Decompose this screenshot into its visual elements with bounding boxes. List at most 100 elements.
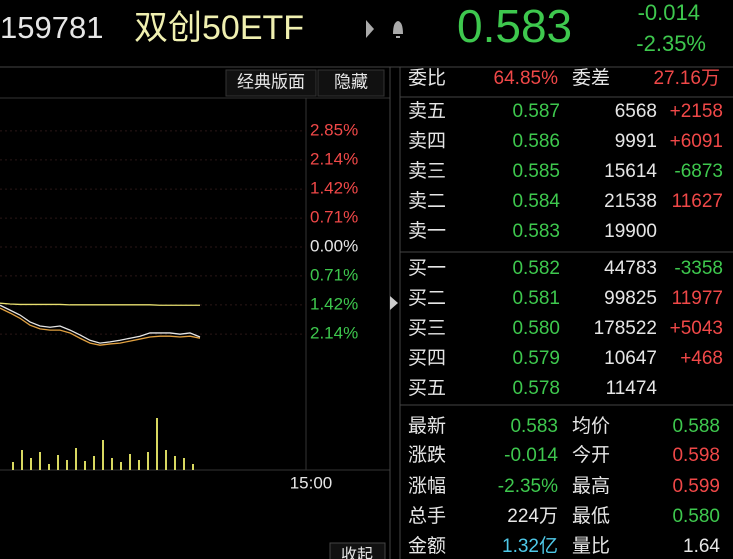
stat-label: 涨幅 <box>408 475 446 497</box>
level-price: 0.585 <box>512 161 560 182</box>
diff: 27.16万 <box>653 68 720 89</box>
volume-bar <box>48 464 50 470</box>
stock-code: 159781 <box>0 10 103 45</box>
level-volume: 178522 <box>594 318 657 339</box>
level-label: 卖二 <box>408 190 446 212</box>
diff-label: 委差 <box>572 67 610 89</box>
volume-bar <box>147 452 149 470</box>
volume-bar <box>93 456 95 470</box>
level-change: +6091 <box>670 131 723 152</box>
volume-bar <box>129 454 131 470</box>
y-tick-label: 0.71% <box>310 208 358 227</box>
volume-bar <box>21 450 23 470</box>
stat-label: 最高 <box>572 475 610 497</box>
level-price: 0.586 <box>512 131 560 152</box>
level-price: 0.584 <box>512 191 560 212</box>
price-line <box>0 302 200 306</box>
layout-button-label[interactable]: 经典版面 <box>237 72 305 91</box>
stat-value: 224万 <box>507 506 558 527</box>
volume-bar <box>156 418 158 470</box>
time-label: 15:00 <box>290 473 333 492</box>
stat-label: 总手 <box>408 505 446 527</box>
level-price: 0.587 <box>512 101 560 122</box>
stat-label: 今开 <box>572 444 610 466</box>
level-price: 0.580 <box>512 318 560 339</box>
hide-button[interactable] <box>317 69 385 97</box>
layout-button[interactable] <box>225 69 317 97</box>
stat-value: 1.64 <box>683 536 720 557</box>
stat-value: -2.35% <box>498 476 558 497</box>
level-volume: 9991 <box>615 131 657 152</box>
level-volume: 11474 <box>606 378 658 399</box>
y-tick-label: 2.14% <box>310 324 358 343</box>
level-price: 0.578 <box>512 378 560 399</box>
level-change: -3358 <box>674 258 723 279</box>
y-tick-label: 2.85% <box>310 120 358 139</box>
hide-button-label[interactable]: 隐藏 <box>334 72 368 91</box>
y-tick-label: 1.42% <box>310 179 358 198</box>
level-price: 0.582 <box>512 258 560 279</box>
y-tick-label: 0.00% <box>310 236 358 255</box>
level-price: 0.579 <box>512 348 560 369</box>
level-label: 买一 <box>408 258 446 279</box>
stat-value: 1.32亿 <box>502 535 558 557</box>
volume-bar <box>102 440 104 470</box>
level-change: -6873 <box>674 161 723 182</box>
volume-bar <box>57 455 59 470</box>
stat-label: 最低 <box>572 505 610 527</box>
stat-label: 量比 <box>572 535 610 557</box>
level-change: +2158 <box>670 101 723 122</box>
level-change: 11627 <box>672 191 723 212</box>
level-price: 0.583 <box>512 221 560 242</box>
change-pct: -2.35% <box>636 31 706 56</box>
level-volume: 44783 <box>604 258 657 279</box>
collapse-button[interactable] <box>329 542 386 559</box>
level-volume: 10647 <box>604 348 657 369</box>
stat-value: 0.588 <box>672 416 720 437</box>
y-tick-label: 0.71% <box>310 265 358 284</box>
collapse-label[interactable]: 收起 <box>341 546 373 559</box>
stock-name: 双创50ETF <box>134 9 304 47</box>
stat-value: 0.580 <box>672 506 720 527</box>
level-label: 卖一 <box>408 220 446 242</box>
next-arrow[interactable] <box>366 20 374 38</box>
level-change: +468 <box>680 348 723 369</box>
ratio: 64.85% <box>494 68 559 89</box>
level-volume: 19900 <box>604 221 657 242</box>
level-label: 买二 <box>408 288 446 309</box>
level-label: 卖五 <box>408 100 446 122</box>
stat-label: 均价 <box>572 415 610 437</box>
level-label: 买三 <box>408 318 446 339</box>
volume-bar <box>174 456 176 470</box>
level-label: 买四 <box>408 348 446 369</box>
stat-value: 0.598 <box>672 445 720 466</box>
alert-bell[interactable] <box>393 21 403 38</box>
volume-bar <box>30 458 32 470</box>
stat-value: 0.599 <box>672 476 720 497</box>
change: -0.014 <box>638 0 700 25</box>
expand-arrow[interactable] <box>390 296 398 310</box>
volume-bar <box>84 461 86 470</box>
volume-bar <box>66 460 68 470</box>
volume-bar <box>12 462 14 470</box>
ratio-label: 委比 <box>408 67 446 89</box>
volume-bar <box>120 462 122 470</box>
volume-bar <box>39 452 41 470</box>
last-price: 0.583 <box>457 0 572 52</box>
level-price: 0.581 <box>512 288 560 309</box>
price-line <box>0 307 201 346</box>
stat-label: 涨跌 <box>408 444 446 466</box>
level-volume: 99825 <box>604 288 657 309</box>
y-tick-label: 1.42% <box>310 294 358 313</box>
volume-bar <box>183 458 185 470</box>
volume-bar <box>192 464 194 470</box>
price-line <box>0 304 201 344</box>
volume-bar <box>111 458 113 470</box>
stat-label: 金额 <box>408 535 446 557</box>
stat-label: 最新 <box>408 415 446 437</box>
level-label: 卖四 <box>408 130 446 152</box>
volume-bar <box>165 450 167 470</box>
level-volume: 6568 <box>615 101 657 122</box>
level-label: 买五 <box>408 378 446 399</box>
